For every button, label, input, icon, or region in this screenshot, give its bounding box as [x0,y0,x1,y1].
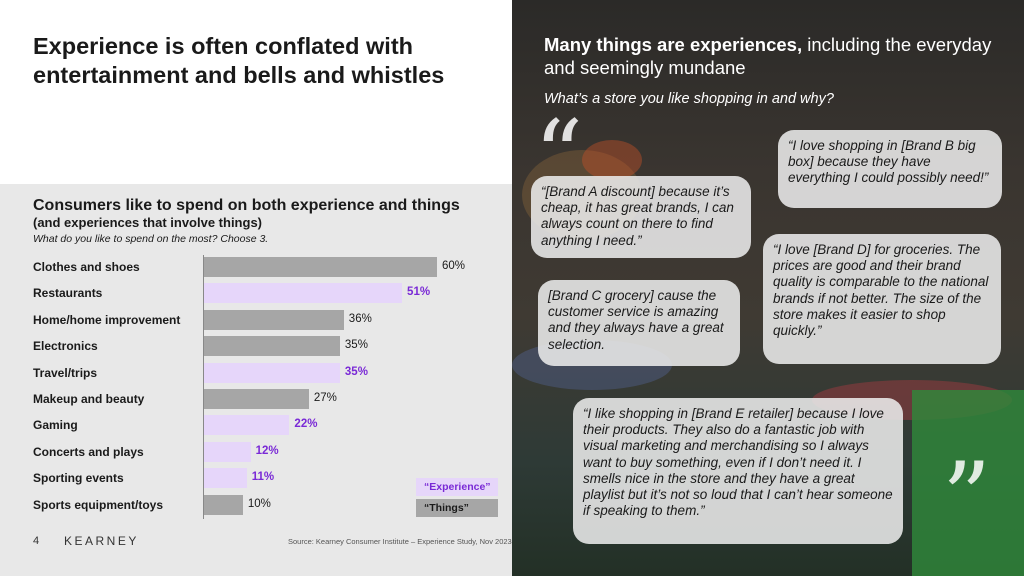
bar [204,468,247,489]
category-label: Sports equipment/toys [33,497,164,512]
category-label: Electronics [33,339,98,354]
quote-bubble-a: “[Brand A discount] because it’s cheap, … [531,176,751,258]
page-number: 4 [33,535,40,547]
photo-crate [912,390,1024,576]
value-label: 12% [255,444,279,457]
slide-title: Experience is often conflated with enter… [33,33,445,89]
bar [204,336,340,357]
value-label: 10% [247,497,271,510]
bar [204,494,243,515]
photo-fruit [582,140,642,180]
right-heading-rest: including the everyday and seemingly mun… [544,34,992,79]
right-question: What’s a store you like shopping in and … [544,91,834,107]
quote-bubble-d: “I love [Brand D] for groceries. The pri… [763,234,1001,364]
chart-subtitle: (and experiences that involve things) [33,215,262,230]
category-label: Clothes and shoes [33,260,140,274]
bar [204,362,340,383]
category-label: Restaurants [33,286,103,301]
category-label: Makeup and beauty [33,392,145,406]
value-label: 35% [344,365,368,378]
value-label: 22% [294,418,318,431]
bar [204,309,344,330]
value-label: 11% [251,471,275,484]
value-label: 60% [442,260,466,272]
value-label: 35% [344,339,368,352]
right-heading-bold: Many things are experiences, [544,34,803,55]
legend-things: “Things” [416,499,498,517]
value-label: 36% [348,312,372,325]
category-label: Concerts and plays [33,444,144,459]
quote-bubble-b: “I love shopping in [Brand B big box] be… [778,130,1002,208]
value-label: 27% [313,392,337,404]
close-quote-icon: ” [942,442,992,554]
category-label: Sporting events [33,471,124,486]
value-label: 51% [407,286,431,299]
category-label: Travel/trips [33,365,98,380]
legend-experience: “Experience” [416,478,498,496]
bar [204,283,403,304]
category-label: Home/home improvement [33,312,181,327]
chart-title: Consumers like to spend on both experien… [33,197,460,214]
source-note: Source: Kearney Consumer Institute – Exp… [288,537,512,546]
quote-bubble-e: “I like shopping in [Brand E retailer] b… [573,398,903,544]
bar [204,415,290,436]
photo-panel: Many things are experiences, including t… [512,0,1024,576]
quote-bubble-c: [Brand C grocery] cause the customer ser… [538,280,740,366]
chart-question: What do you like to spend on the most? C… [33,233,269,245]
right-heading: Many things are experiences, including t… [544,33,1004,79]
chart-axis [203,255,204,519]
brand-logo: KEARNEY [64,534,139,548]
bar [204,389,309,409]
bar [204,441,251,462]
bar [204,257,437,277]
category-label: Gaming [33,418,78,433]
